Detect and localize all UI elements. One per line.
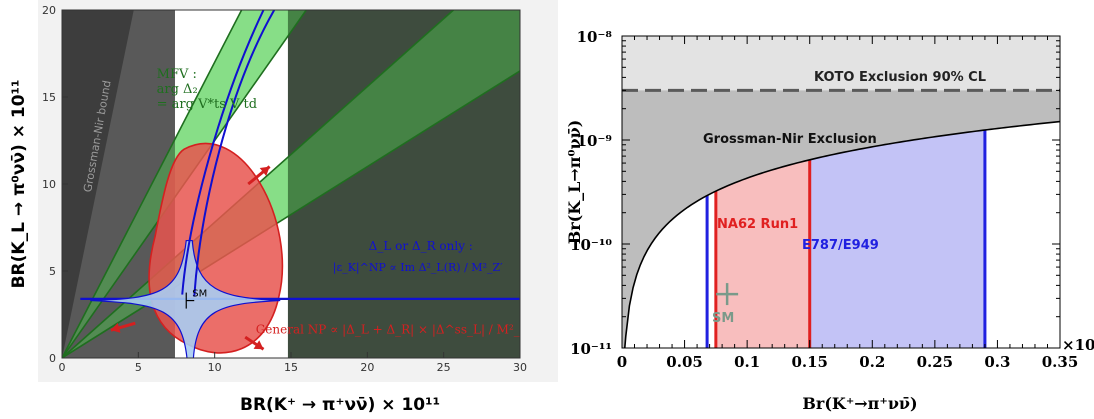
right-chart: SM KOTO Exclusion 90% CL Grossman-Nir Excl… (565, 28, 1094, 413)
y-tick-label-0: 10⁻¹¹ (570, 340, 612, 358)
e787-label: E787/E949 (802, 238, 879, 253)
x-tick-label-5: 25 (437, 361, 451, 374)
excluded-right-overlay (287, 10, 520, 358)
grossman-nir-exclusion-region (622, 90, 1060, 348)
y-axis-label: Br(K_L→π⁰νν̄) (565, 120, 584, 245)
x-tick-label-7: 0.35 (1042, 353, 1079, 371)
delta-only-curve-2 (193, 10, 276, 297)
grossman-nir-label: Grossman-Nir Exclusion (703, 132, 877, 147)
plot-frame (621, 35, 1061, 349)
x-tick-label-3: 0.15 (791, 353, 828, 371)
x-tick-label-4: 20 (360, 361, 374, 374)
x-scale-note: ×10⁻⁹ (1062, 336, 1094, 354)
mfv-band-2 (62, 10, 520, 358)
delta-only-cross-region (90, 239, 281, 358)
grossman-nir-region (62, 10, 134, 358)
arrow-left-head (110, 322, 121, 333)
e787-band-region (809, 130, 985, 348)
mfv-label-line-2: arg Δ₂ (157, 82, 198, 97)
y-tick-label-0: 0 (49, 352, 56, 365)
delta-only-curve-1 (181, 10, 265, 295)
x-tick-label-1: 0.05 (666, 353, 703, 371)
y-tick-label-3: 10⁻⁸ (577, 28, 613, 46)
mfv-band-1-edge-1 (62, 70, 520, 358)
delta-only-label-line-1: Δ_L or Δ_R only : (369, 239, 473, 253)
y-tick-label-2: 10⁻⁹ (577, 132, 612, 150)
sm-label: SM (192, 289, 207, 300)
mfv-label-line-3: = arg V*ts V td (157, 97, 257, 112)
grossman-nir-curve (623, 120, 1060, 348)
na62-band-region (715, 159, 810, 348)
arrow-upright-head (259, 166, 270, 177)
y-tick-label-4: 20 (42, 4, 56, 17)
na62-label: NA62 Run1 (717, 217, 798, 232)
x-tick-label-2: 0.1 (734, 353, 760, 371)
y-tick-label-1: 5 (49, 265, 56, 278)
x-tick-label-0: 0 (617, 353, 627, 371)
koto-label: KOTO Exclusion 90% CL (814, 70, 986, 85)
y-tick-label-3: 15 (42, 91, 56, 104)
mfv-label-line-1: MFV : (157, 67, 197, 82)
x-tick-label-0: 0 (59, 361, 66, 374)
x-tick-label-4: 0.2 (859, 353, 885, 371)
x-tick-label-3: 15 (284, 361, 298, 374)
koto-exclusion-region (622, 36, 1060, 91)
general-np-label: General NP ∝ |Δ_L + Δ_R| × |Δ^ss_L| / M²… (256, 323, 531, 337)
x-tick-label-6: 30 (513, 361, 527, 374)
y-tick-label-1: 10⁻¹⁰ (570, 236, 612, 254)
x-tick-label-5: 0.25 (917, 353, 954, 371)
x-tick-label-1: 5 (135, 361, 142, 374)
arrow-downright-head (253, 340, 264, 350)
x-axis-label: Br(K⁺→π⁺νν̄) (802, 394, 917, 413)
delta-only-label-line-2: |ε_K|^NP ∝ Im Δ²_L(R) / M²_Z′ (333, 261, 503, 275)
sm-label: SM (712, 311, 734, 326)
x-tick-label-2: 10 (208, 361, 222, 374)
plot-area: SM KOTO Exclusion 90% CL Grossman-Nir Excl… (622, 36, 1060, 348)
y-axis-label: BR(K_L → π⁰νν̄) × 10¹¹ (9, 80, 29, 289)
x-tick-label-6: 0.3 (984, 353, 1010, 371)
x-axis-label: BR(K⁺ → π⁺νν̄) × 10¹¹ (240, 395, 440, 415)
y-tick-label-2: 10 (42, 178, 56, 191)
